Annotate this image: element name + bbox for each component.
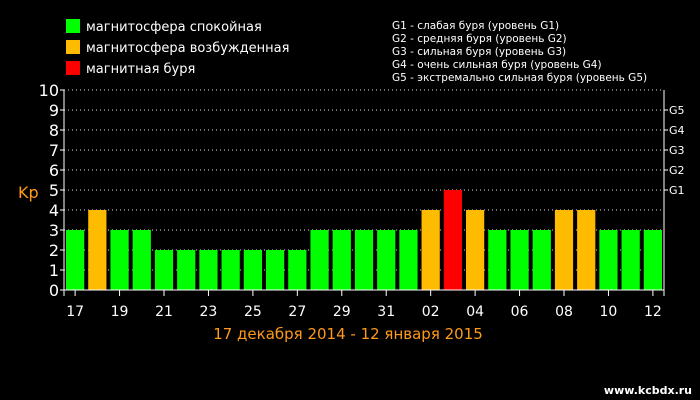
bar-07 xyxy=(532,230,551,290)
y-tick-label: 6 xyxy=(49,161,59,180)
y-tick-label: 9 xyxy=(49,101,59,120)
bar-10 xyxy=(599,230,618,290)
legend-swatch-active xyxy=(66,40,80,54)
bar-23 xyxy=(199,250,218,290)
x-tick-label-25: 25 xyxy=(244,304,262,320)
x-tick-labels: 17 19 21 23 25 27 29 31 02 04 06 08 10 12 xyxy=(66,304,662,320)
storm-level-g2: G2 - средняя буря (уровень G2) xyxy=(392,33,567,45)
storm-level-g4: G4 - очень сильная буря (уровень G4) xyxy=(392,59,602,71)
bar-26 xyxy=(266,250,285,290)
x-tick-label-17: 17 xyxy=(66,304,84,320)
y-tick-label: 10 xyxy=(39,81,59,100)
date-range-label: 17 декабря 2014 - 12 января 2015 xyxy=(213,325,483,343)
x-tick-label-10: 10 xyxy=(600,304,618,320)
watermark: www.kcbdx.ru xyxy=(604,384,692,397)
bar-02 xyxy=(421,210,440,290)
axes xyxy=(60,89,668,296)
y-axis-label: Kp xyxy=(18,183,39,202)
legend-label-quiet: магнитосфера спокойная xyxy=(86,20,262,35)
bar-21 xyxy=(154,250,174,290)
bar-06 xyxy=(510,230,529,290)
x-tick-label-08: 08 xyxy=(555,304,573,320)
bar-12 xyxy=(643,230,662,290)
g-level-label-g5: G5 xyxy=(669,104,685,117)
bar-24 xyxy=(221,250,240,290)
y-tick-label: 5 xyxy=(49,181,59,200)
y-tick-label: 2 xyxy=(49,241,59,260)
bar-01 xyxy=(399,230,418,290)
x-tick-label-04: 04 xyxy=(466,304,484,320)
y-tick-label: 7 xyxy=(49,141,59,160)
storm-level-legend: G1 - слабая буря (уровень G1) G2 - средн… xyxy=(392,20,647,84)
bar-09 xyxy=(577,210,596,290)
bar-18 xyxy=(88,210,107,290)
bar-22 xyxy=(177,250,196,290)
bar-04 xyxy=(466,210,485,290)
bar-20 xyxy=(132,230,151,290)
x-tick-label-31: 31 xyxy=(377,304,395,320)
bar-11 xyxy=(621,230,640,290)
x-tick-label-21: 21 xyxy=(155,304,173,320)
legend-swatch-quiet xyxy=(66,19,80,33)
g-level-tick-labels: G1 G2 G3 G4 G5 xyxy=(669,104,685,197)
bar-29 xyxy=(332,230,351,290)
bar-05 xyxy=(488,230,507,290)
storm-level-g3: G3 - сильная буря (уровень G3) xyxy=(392,46,566,58)
storm-level-g1: G1 - слабая буря (уровень G1) xyxy=(392,20,559,32)
y-tick-label: 4 xyxy=(49,201,59,220)
y-tick-label: 8 xyxy=(49,121,59,140)
bar-25 xyxy=(243,250,262,290)
y-tick-label: 1 xyxy=(49,261,59,280)
g-level-label-g3: G3 xyxy=(669,144,685,157)
bar-31 xyxy=(377,230,396,290)
x-tick-label-02: 02 xyxy=(422,304,440,320)
bar-30 xyxy=(354,230,374,290)
bar-17 xyxy=(66,230,85,290)
g-level-label-g1: G1 xyxy=(669,184,685,197)
legend-swatch-storm xyxy=(66,61,80,75)
bars xyxy=(66,190,662,290)
x-tick-label-29: 29 xyxy=(333,304,351,320)
legend-label-active: магнитосфера возбужденная xyxy=(86,41,289,56)
x-tick-label-23: 23 xyxy=(200,304,218,320)
y-tick-label: 3 xyxy=(49,221,59,240)
x-tick-label-06: 06 xyxy=(511,304,529,320)
storm-level-g5: G5 - экстремально сильная буря (уровень … xyxy=(392,72,647,84)
legend-label-storm: магнитная буря xyxy=(86,62,195,77)
bar-19 xyxy=(110,230,129,290)
g-level-label-g4: G4 xyxy=(669,124,685,137)
bar-27 xyxy=(288,250,307,290)
bar-28 xyxy=(310,230,329,290)
x-tick-label-19: 19 xyxy=(111,304,129,320)
bar-08 xyxy=(554,210,574,290)
bar-03 xyxy=(443,190,462,290)
x-tick-label-27: 27 xyxy=(288,304,306,320)
legend: магнитосфера спокойная магнитосфера возб… xyxy=(66,19,289,77)
g-level-label-g2: G2 xyxy=(669,164,685,177)
x-tick-label-12: 12 xyxy=(644,304,662,320)
y-tick-label: 0 xyxy=(49,281,59,300)
